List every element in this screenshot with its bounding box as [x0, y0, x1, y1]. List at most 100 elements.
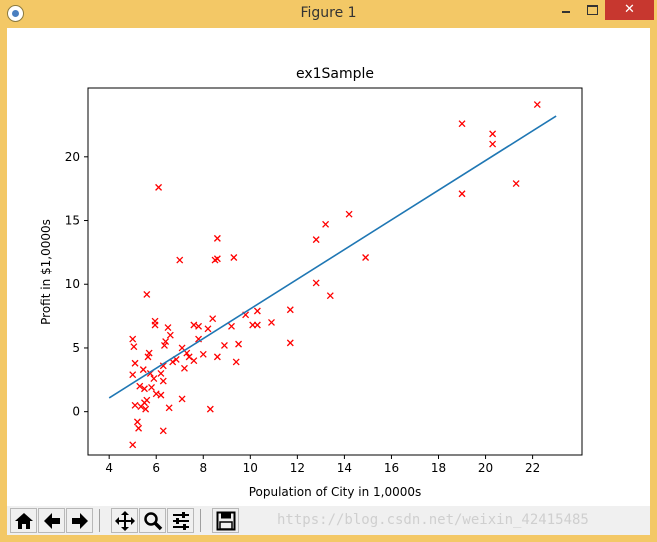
x-tick-label: 12: [290, 461, 305, 475]
regression-line: [108, 115, 557, 399]
scatter-point: [345, 210, 353, 218]
chart: ex1Sample Population of City in 1,0000s …: [39, 66, 583, 499]
scatter-point: [322, 220, 330, 228]
scatter-point: [232, 358, 240, 366]
scatter-point: [144, 353, 152, 361]
scatter-point: [213, 255, 221, 263]
y-tick-label: 20: [65, 150, 80, 164]
toolbar-separator: [200, 509, 201, 532]
scatter-point: [180, 364, 188, 372]
scatter-point: [489, 130, 497, 138]
scatter-point: [140, 385, 148, 393]
close-button[interactable]: ✕: [605, 0, 654, 20]
scatter-point: [362, 254, 370, 261]
configure-subplots-button[interactable]: [167, 508, 194, 533]
x-tick-label: 8: [199, 461, 207, 475]
scatter-point: [129, 371, 137, 379]
scatter-point: [268, 319, 275, 326]
y-tick-label: 10: [65, 277, 80, 291]
home-icon: [15, 513, 33, 529]
scatter-point: [178, 395, 186, 403]
figure-canvas: ex1Sample Population of City in 1,0000s …: [7, 28, 650, 535]
app-icon: [7, 5, 24, 22]
save-disk-icon: [216, 511, 236, 531]
scatter-point: [206, 405, 214, 413]
scatter-point: [220, 341, 228, 349]
plot-area: [87, 87, 583, 456]
scatter-point: [253, 321, 261, 329]
scatter-point: [142, 405, 150, 413]
scatter-point: [155, 183, 163, 191]
scatter-point: [145, 349, 153, 357]
scatter-point: [312, 236, 320, 244]
scatter-point: [458, 190, 466, 198]
scatter-point: [150, 375, 158, 383]
scatter-point: [157, 369, 165, 377]
scatter-point: [131, 401, 139, 409]
scatter-point: [157, 391, 165, 399]
window-title: Figure 1: [300, 5, 357, 21]
scatter-point: [159, 377, 167, 385]
scatter-point: [143, 396, 151, 404]
save-button[interactable]: [212, 508, 239, 533]
pan-move-icon: [115, 511, 135, 531]
scatter-point: [230, 254, 238, 261]
scatter-point: [458, 120, 466, 128]
y-tick-label: 15: [65, 214, 80, 228]
forward-button[interactable]: [66, 508, 93, 533]
zoom-magnifier-icon: [144, 512, 163, 531]
zoom-button[interactable]: [139, 508, 166, 533]
subplots-config-icon: [173, 512, 189, 530]
scatter-point: [228, 322, 235, 330]
scatter-point: [135, 424, 143, 432]
scatter-point: [489, 140, 497, 148]
scatter-point: [164, 324, 172, 332]
watermark-text: https://blog.csdn.net/weixin_42415485: [277, 512, 589, 528]
scatter-point: [162, 338, 170, 346]
x-ticks: 4 6 8 10 12 14 16 18 20 22: [105, 455, 540, 475]
scatter-point: [143, 290, 151, 298]
x-tick-label: 22: [525, 461, 540, 475]
scatter-point: [209, 315, 217, 323]
minimize-button[interactable]: [553, 0, 579, 20]
toolbar-separator: [99, 509, 100, 532]
window-border: [650, 28, 657, 542]
maximize-button[interactable]: [579, 0, 605, 20]
scatter-point: [131, 359, 139, 367]
toolbar: https://blog.csdn.net/weixin_42415485: [7, 506, 650, 535]
scatter-point: [190, 357, 198, 365]
chart-title: ex1Sample: [296, 66, 374, 82]
scatter-point: [195, 322, 203, 330]
scatter-point: [160, 341, 168, 349]
y-axis-label: Profit in $1,0000s: [39, 219, 53, 325]
back-button[interactable]: [38, 508, 65, 533]
x-tick-label: 4: [105, 461, 113, 475]
scatter-point: [151, 321, 159, 329]
x-tick-label: 20: [478, 461, 493, 475]
scatter-point: [148, 384, 155, 391]
scatter-point: [176, 256, 184, 264]
scatter-point: [139, 366, 147, 374]
scatter-point: [130, 343, 138, 351]
x-tick-label: 6: [152, 461, 160, 475]
scatter-point: [213, 353, 221, 361]
x-tick-label: 16: [384, 461, 399, 475]
scatter-point: [213, 234, 221, 242]
x-tick-label: 18: [431, 461, 446, 475]
y-tick-label: 0: [72, 405, 80, 419]
scatter-point: [286, 339, 294, 347]
y-ticks: 0 5 10 15 20: [65, 150, 88, 419]
scatter-point: [129, 441, 137, 449]
pan-button[interactable]: [111, 508, 138, 533]
y-tick-label: 5: [72, 341, 80, 355]
scatter-point: [204, 325, 212, 333]
scatter-point: [166, 331, 174, 339]
scatter-point: [512, 180, 520, 188]
scatter-point: [159, 427, 167, 435]
scatter-points: [129, 101, 541, 449]
forward-arrow-icon: [72, 513, 88, 529]
regression-line-group: [108, 115, 557, 399]
scatter-point: [533, 101, 541, 109]
x-tick-label: 14: [337, 461, 352, 475]
home-button[interactable]: [10, 508, 37, 533]
